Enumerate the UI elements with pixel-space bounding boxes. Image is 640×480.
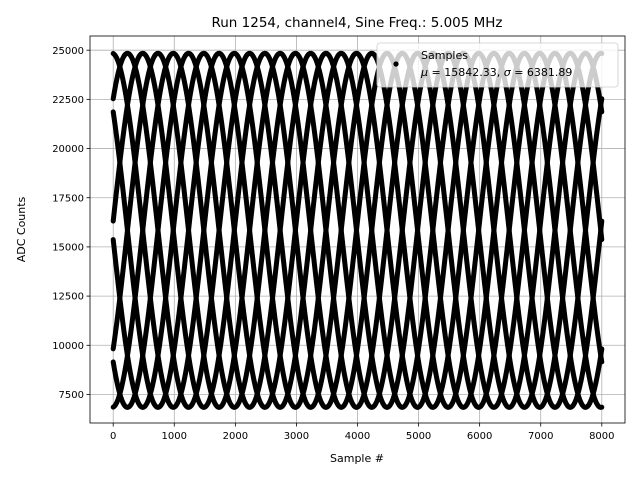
chart-title: Run 1254, channel4, Sine Freq.: 5.005 MH… <box>211 15 502 31</box>
x-tick-label: 8000 <box>589 431 614 442</box>
series-line-5 <box>110 50 605 410</box>
series-line-7 <box>110 50 605 410</box>
x-tick-label: 0 <box>110 431 116 442</box>
x-tick-label: 3000 <box>284 431 309 442</box>
y-tick-label: 15000 <box>52 243 84 254</box>
series-line-6 <box>110 50 605 410</box>
y-tick-label: 17500 <box>52 193 84 204</box>
series-line-8 <box>110 50 605 410</box>
legend-marker <box>393 61 399 67</box>
y-tick-label: 22500 <box>52 95 84 106</box>
series-line-1 <box>110 50 605 410</box>
y-tick-label: 20000 <box>52 144 84 155</box>
x-tick-label: 1000 <box>162 431 187 442</box>
legend-stats-sigma: 6381.89 <box>527 66 573 79</box>
axis-ticks: 0 1000 2000 3000 4000 5000 6000 7000 8000 7500 100… <box>52 46 614 442</box>
y-tick-label: 7500 <box>59 390 84 401</box>
x-tick-label: 2000 <box>223 431 248 442</box>
x-tick-label: 7000 <box>528 431 553 442</box>
x-tick-label: 6000 <box>467 431 492 442</box>
y-tick-label: 12500 <box>52 292 84 303</box>
x-tick-label: 4000 <box>345 431 370 442</box>
legend-stats: μ = 15842.33, σ = 6381.89 <box>420 66 572 79</box>
legend-frame <box>376 42 619 88</box>
x-axis-label: Sample # <box>330 452 384 465</box>
y-axis-label: ADC Counts <box>15 196 28 262</box>
x-tick-label: 5000 <box>406 431 431 442</box>
y-tick-label: 10000 <box>52 341 84 352</box>
y-tick-label: 25000 <box>52 46 84 57</box>
legend: Samples μ = 15842.33, σ = 6381.89 <box>376 42 619 88</box>
legend-stats-mu: 15842.33 <box>444 66 497 79</box>
legend-label: Samples <box>421 49 468 62</box>
